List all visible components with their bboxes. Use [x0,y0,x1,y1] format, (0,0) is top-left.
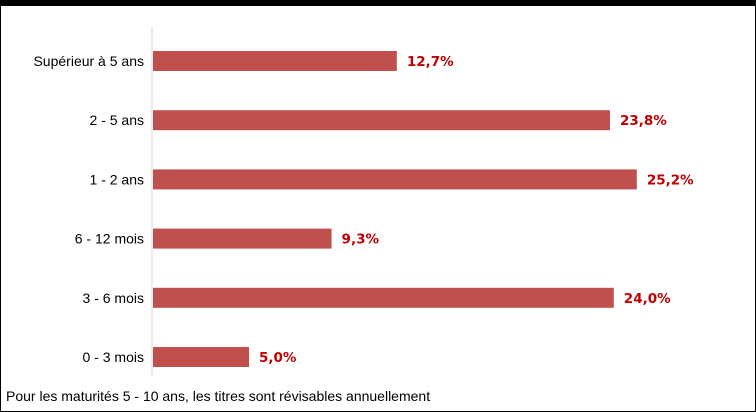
category-label: 0 - 3 mois [83,349,144,365]
data-label: 12,7% [407,54,454,70]
data-label: 25,2% [647,172,694,188]
bar [153,288,614,308]
category-label: 1 - 2 ans [90,171,144,187]
data-label: 5,0% [259,350,297,366]
category-label: Supérieur à 5 ans [33,53,144,69]
data-label: 9,3% [342,232,380,248]
bar [153,169,637,189]
category-label: 6 - 12 mois [75,231,144,247]
category-label: 3 - 6 mois [83,290,144,306]
bar [153,51,397,71]
bar [153,347,249,367]
data-label: 24,0% [624,291,671,307]
data-label: 23,8% [620,113,667,129]
category-label: 2 - 5 ans [90,112,144,128]
bar [153,110,610,130]
bar [153,229,332,249]
chart-footnote: Pour les maturités 5 - 10 ans, les titre… [6,388,430,404]
